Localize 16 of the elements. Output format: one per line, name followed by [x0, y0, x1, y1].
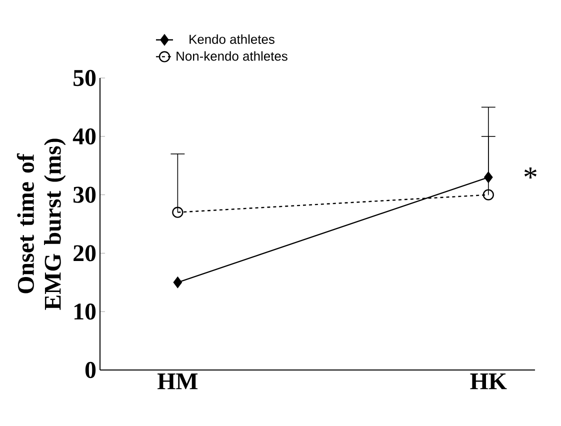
legend-label: Non-kendo athletes [176, 51, 288, 61]
point [173, 276, 182, 288]
legend-label: Kendo athletes [190, 34, 274, 44]
annotation: * [524, 167, 537, 178]
point [482, 189, 494, 200]
y-tick-label: 30 [73, 186, 96, 203]
x-tick-label: HK [470, 374, 507, 390]
y-axis-title: Onset time of EMG burst (ms) [16, 138, 66, 310]
x-tick-label: HM [158, 374, 198, 390]
point [172, 206, 184, 218]
y-tick-label: 10 [74, 304, 96, 320]
y-tick-label: 20 [74, 245, 96, 262]
y-tick-label: 40 [72, 128, 96, 144]
y-tick-label: 0 [85, 362, 96, 378]
y-tick-label: 50 [74, 70, 96, 86]
point [484, 172, 493, 183]
